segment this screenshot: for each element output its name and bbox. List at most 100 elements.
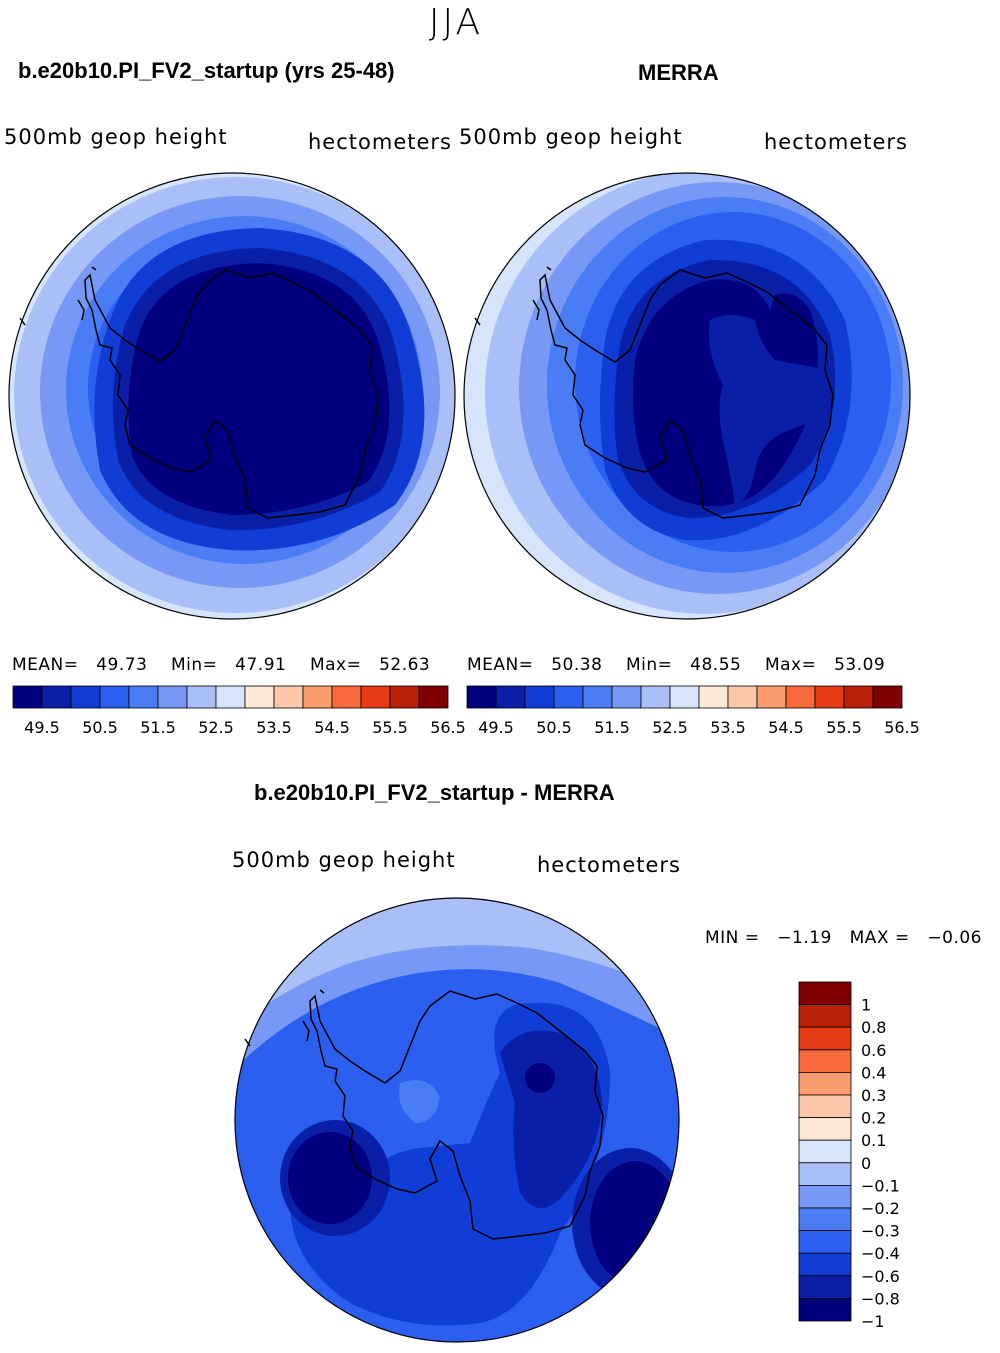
panel1-stats: MEAN= 49.73 Min= 47.91 Max= 52.63: [12, 655, 430, 675]
season-title: JJA: [428, 2, 484, 43]
diff-colorbar-tick-label: 0.2: [861, 1109, 886, 1128]
diff-colorbar-tick-label: 0.6: [861, 1041, 886, 1060]
panel2-max-value: 53.09: [834, 655, 886, 675]
panel1-colorbar-swatch-0: [12, 685, 43, 709]
diff-colorbar-tick-label: −0.2: [861, 1199, 900, 1218]
panel2-colorbar-swatch-2: [524, 685, 555, 709]
diff-colorbar-tick-label: −0.1: [861, 1176, 900, 1195]
diff-band-0.3-patch: [399, 1080, 440, 1123]
panel2-colorbar-tick-label: 51.5: [594, 718, 630, 737]
panel2-colorbar-swatch-12: [814, 685, 845, 709]
panel1-colorbar-tick-label: 53.5: [256, 718, 292, 737]
panel1-colorbar-tick-label: 56.5: [430, 718, 466, 737]
diff-colorbar-swatch-0: [798, 981, 852, 1006]
panel1-mean-label: MEAN=: [12, 655, 79, 675]
panel2-colorbar-tick-label: 49.5: [478, 718, 514, 737]
panel2-colorbar: 49.5 50.5 51.5 52.5 53.5 54.5 55.5 56.5: [466, 685, 920, 737]
panel2-map: [463, 172, 911, 620]
panel1-colorbar-tick-label: 55.5: [372, 718, 408, 737]
diff-colorbar-swatch-11: [798, 1230, 852, 1254]
panel2-map-border: [463, 172, 911, 620]
panel2-colorbar-tick-label: 55.5: [826, 718, 862, 737]
panel2-colorbar-tick-label: 52.5: [652, 718, 688, 737]
panel1-colorbar-tick-label: 51.5: [140, 718, 176, 737]
panel1-colorbar-swatch-6: [186, 685, 217, 709]
diff-colorbar-tick-label: 1: [861, 996, 871, 1015]
panel2-colorbar-swatch-4: [582, 685, 613, 709]
panel1-min-value: 47.91: [235, 655, 287, 675]
diff-coastline: [244, 989, 604, 1240]
panel1-colorbar-swatch-4: [128, 685, 159, 709]
diff-band-1-west: [288, 1132, 372, 1224]
diff-band-0-corner-left: [235, 898, 310, 953]
panel2-colorbar-swatch-0: [466, 685, 497, 709]
panel2-colorbar-tick-label: 53.5: [710, 718, 746, 737]
diff-colorbar-tick-label: 0.4: [861, 1063, 886, 1082]
panel2-mean-label: MEAN=: [467, 655, 534, 675]
panel2-colorbar-swatch-14: [872, 685, 903, 709]
diff-min-label: MIN =: [705, 928, 760, 948]
panel2-title: MERRA: [638, 60, 719, 85]
panel1-colorbar-swatch-2: [70, 685, 101, 709]
diff-colorbar-swatch-12: [798, 1252, 852, 1277]
panel1-colorbar-swatch-14: [418, 685, 449, 709]
diff-colorbar-swatch-13: [798, 1275, 852, 1299]
panel2-stats: MEAN= 50.38 Min= 48.55 Max= 53.09: [467, 655, 885, 675]
panel2-colorbar-swatch-5: [611, 685, 642, 709]
panel2-colorbar-swatch-6: [640, 685, 671, 709]
panel2-colorbar-swatch-10: [756, 685, 787, 709]
panel2-units: hectometers: [764, 130, 908, 154]
panel1-min-label: Min=: [171, 655, 218, 675]
diff-max-value: −0.06: [927, 928, 983, 948]
panel1-colorbar-swatch-9: [273, 685, 304, 709]
panel2-mean-value: 50.38: [551, 655, 603, 675]
panel2-min-value: 48.55: [690, 655, 742, 675]
panel1-colorbar-swatch-5: [157, 685, 188, 709]
panel2-colorbar-swatch-11: [785, 685, 816, 709]
diff-colorbar-swatch-4: [798, 1072, 852, 1096]
panel2-field-label: 500mb geop height: [459, 125, 683, 149]
diff-max-label: MAX =: [849, 928, 910, 948]
panel2-colorbar-tick-label: 50.5: [536, 718, 572, 737]
diff-colorbar-swatch-7: [798, 1139, 852, 1164]
panel1-colorbar-tick-label: 49.5: [24, 718, 60, 737]
panel1-colorbar-swatch-10: [302, 685, 333, 709]
panel2-colorbar-swatch-3: [553, 685, 584, 709]
diff-colorbar: 1 0.8 0.6 0.4 0.3 0.2 0.1 0 −0.1 −0.2 −0.3 −0.4 −0.6…: [798, 981, 900, 1331]
diff-colorbar-swatch-5: [798, 1094, 852, 1119]
diff-colorbar-swatch-3: [798, 1049, 852, 1073]
panel2-colorbar-swatch-1: [495, 685, 526, 709]
panel1-colorbar: 49.5 50.5 51.5 52.5 53.5 54.5 55.5 56.5: [12, 685, 466, 737]
diff-colorbar-tick-label: 0.1: [861, 1131, 886, 1150]
diff-colorbar-tick-label: −0.3: [861, 1222, 900, 1241]
panel1-map: [8, 172, 456, 620]
diff-title: b.e20b10.PI_FV2_startup - MERRA: [254, 780, 615, 805]
panel1-coastline: [19, 266, 379, 519]
diff-colorbar-swatch-8: [798, 1162, 852, 1186]
panel2-colorbar-swatch-8: [698, 685, 729, 709]
panel1-band-core: [128, 263, 390, 515]
panel2-colorbar-tick-label: 56.5: [884, 718, 920, 737]
panel1-colorbar-swatch-12: [360, 685, 391, 709]
panel1-max-label: Max=: [309, 655, 362, 675]
diff-colorbar-swatch-2: [798, 1026, 852, 1051]
diff-colorbar-swatch-10: [798, 1207, 852, 1232]
panel1-mean-value: 49.73: [96, 655, 148, 675]
panel1-colorbar-tick-label: 50.5: [82, 718, 118, 737]
panel2-coastline: [474, 266, 834, 519]
diff-colorbar-swatch-9: [798, 1184, 852, 1209]
diff-min-value: −1.19: [777, 928, 832, 948]
panel1-field-label: 500mb geop height: [4, 125, 228, 149]
diff-colorbar-tick-label: −0.6: [861, 1267, 900, 1286]
diff-map: [234, 897, 680, 1343]
diff-colorbar-tick-label: 0: [861, 1154, 871, 1173]
diff-band-1-se: [590, 1161, 679, 1285]
panel2-colorbar-swatch-9: [727, 685, 758, 709]
panel1-colorbar-swatch-11: [331, 685, 362, 709]
panel1-colorbar-swatch-8: [244, 685, 275, 709]
panel2-min-label: Min=: [626, 655, 673, 675]
diff-field-label: 500mb geop height: [232, 848, 456, 872]
diff-map-border: [234, 897, 680, 1343]
panel2-colorbar-swatch-13: [843, 685, 874, 709]
panel1-colorbar-swatch-13: [389, 685, 420, 709]
